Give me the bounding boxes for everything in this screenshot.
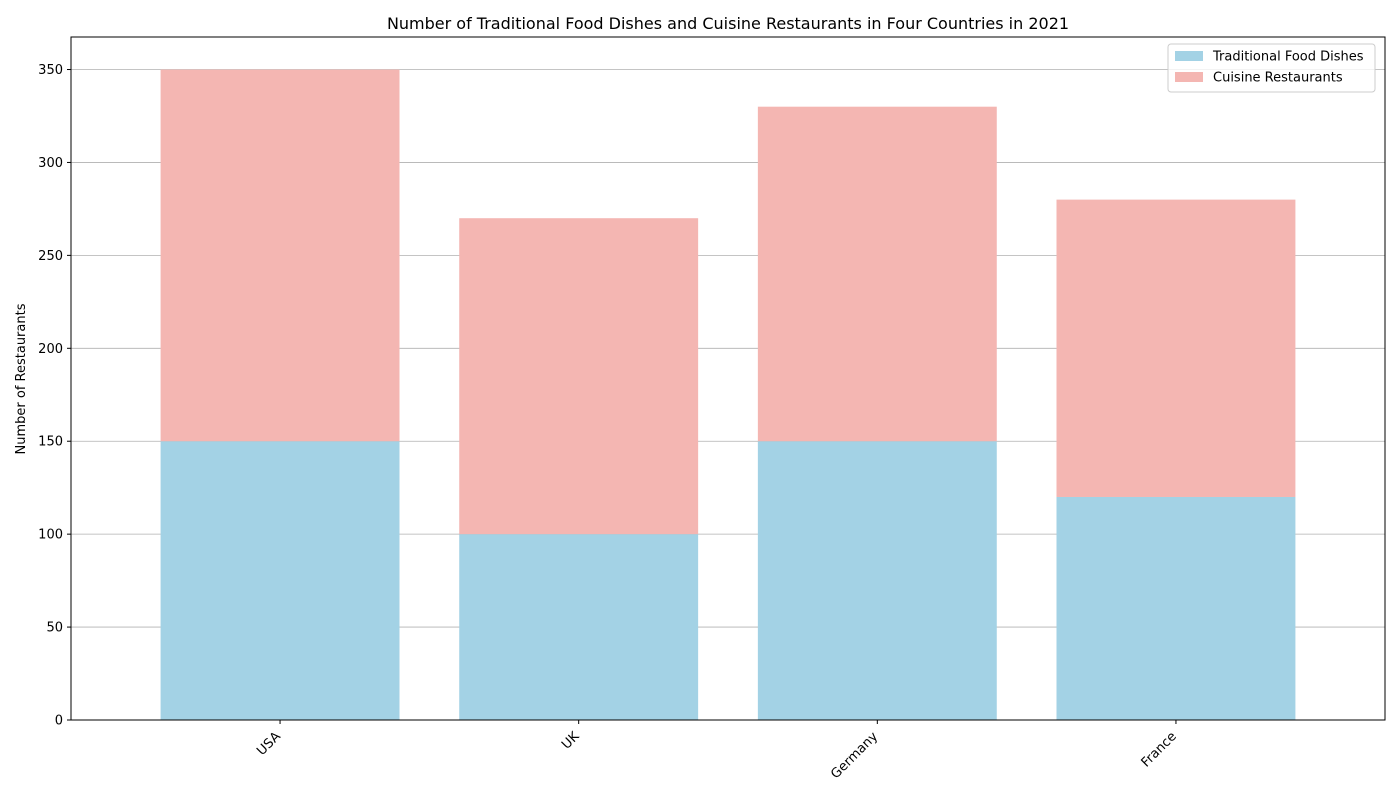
legend-box — [1167, 43, 1376, 93]
bar-france-series-0 — [1056, 496, 1296, 720]
bar-usa-series-0 — [160, 441, 400, 720]
x-tick-label-usa: USA — [254, 729, 284, 759]
y-tick-label-200: 200 — [38, 342, 63, 357]
x-tick-label-uk: UK — [559, 729, 583, 753]
y-tick-label-0: 0 — [55, 714, 63, 729]
bar-usa-series-1 — [160, 69, 400, 442]
bar-germany-series-1 — [757, 106, 997, 442]
y-tick-label-100: 100 — [38, 528, 63, 543]
bar-france-series-1 — [1056, 199, 1296, 497]
y-tick-label-350: 350 — [38, 63, 63, 78]
legend-swatch-0 — [1175, 51, 1203, 61]
bar-germany-series-0 — [757, 441, 997, 720]
chart-title: Number of Traditional Food Dishes and Cu… — [387, 14, 1069, 33]
y-axis-label: Number of Restaurants — [14, 303, 29, 454]
legend-swatch-1 — [1175, 72, 1203, 82]
plot-frame — [70, 36, 1386, 721]
legend: Traditional Food Dishes Cuisine Restauran… — [1167, 43, 1376, 93]
x-tick-label-germany: Germany — [828, 729, 881, 782]
bars — [160, 69, 1296, 720]
y-tick-label-50: 50 — [46, 621, 63, 636]
legend-label-0: Traditional Food Dishes — [1212, 50, 1364, 65]
y-tick-label-300: 300 — [38, 156, 63, 171]
y-tick-label-250: 250 — [38, 249, 63, 264]
bar-uk-series-1 — [459, 218, 699, 535]
y-tick-label-150: 150 — [38, 435, 63, 450]
bar-uk-series-0 — [459, 534, 699, 720]
x-tick-label-france: France — [1139, 729, 1180, 770]
legend-label-1: Cuisine Restaurants — [1213, 71, 1343, 86]
